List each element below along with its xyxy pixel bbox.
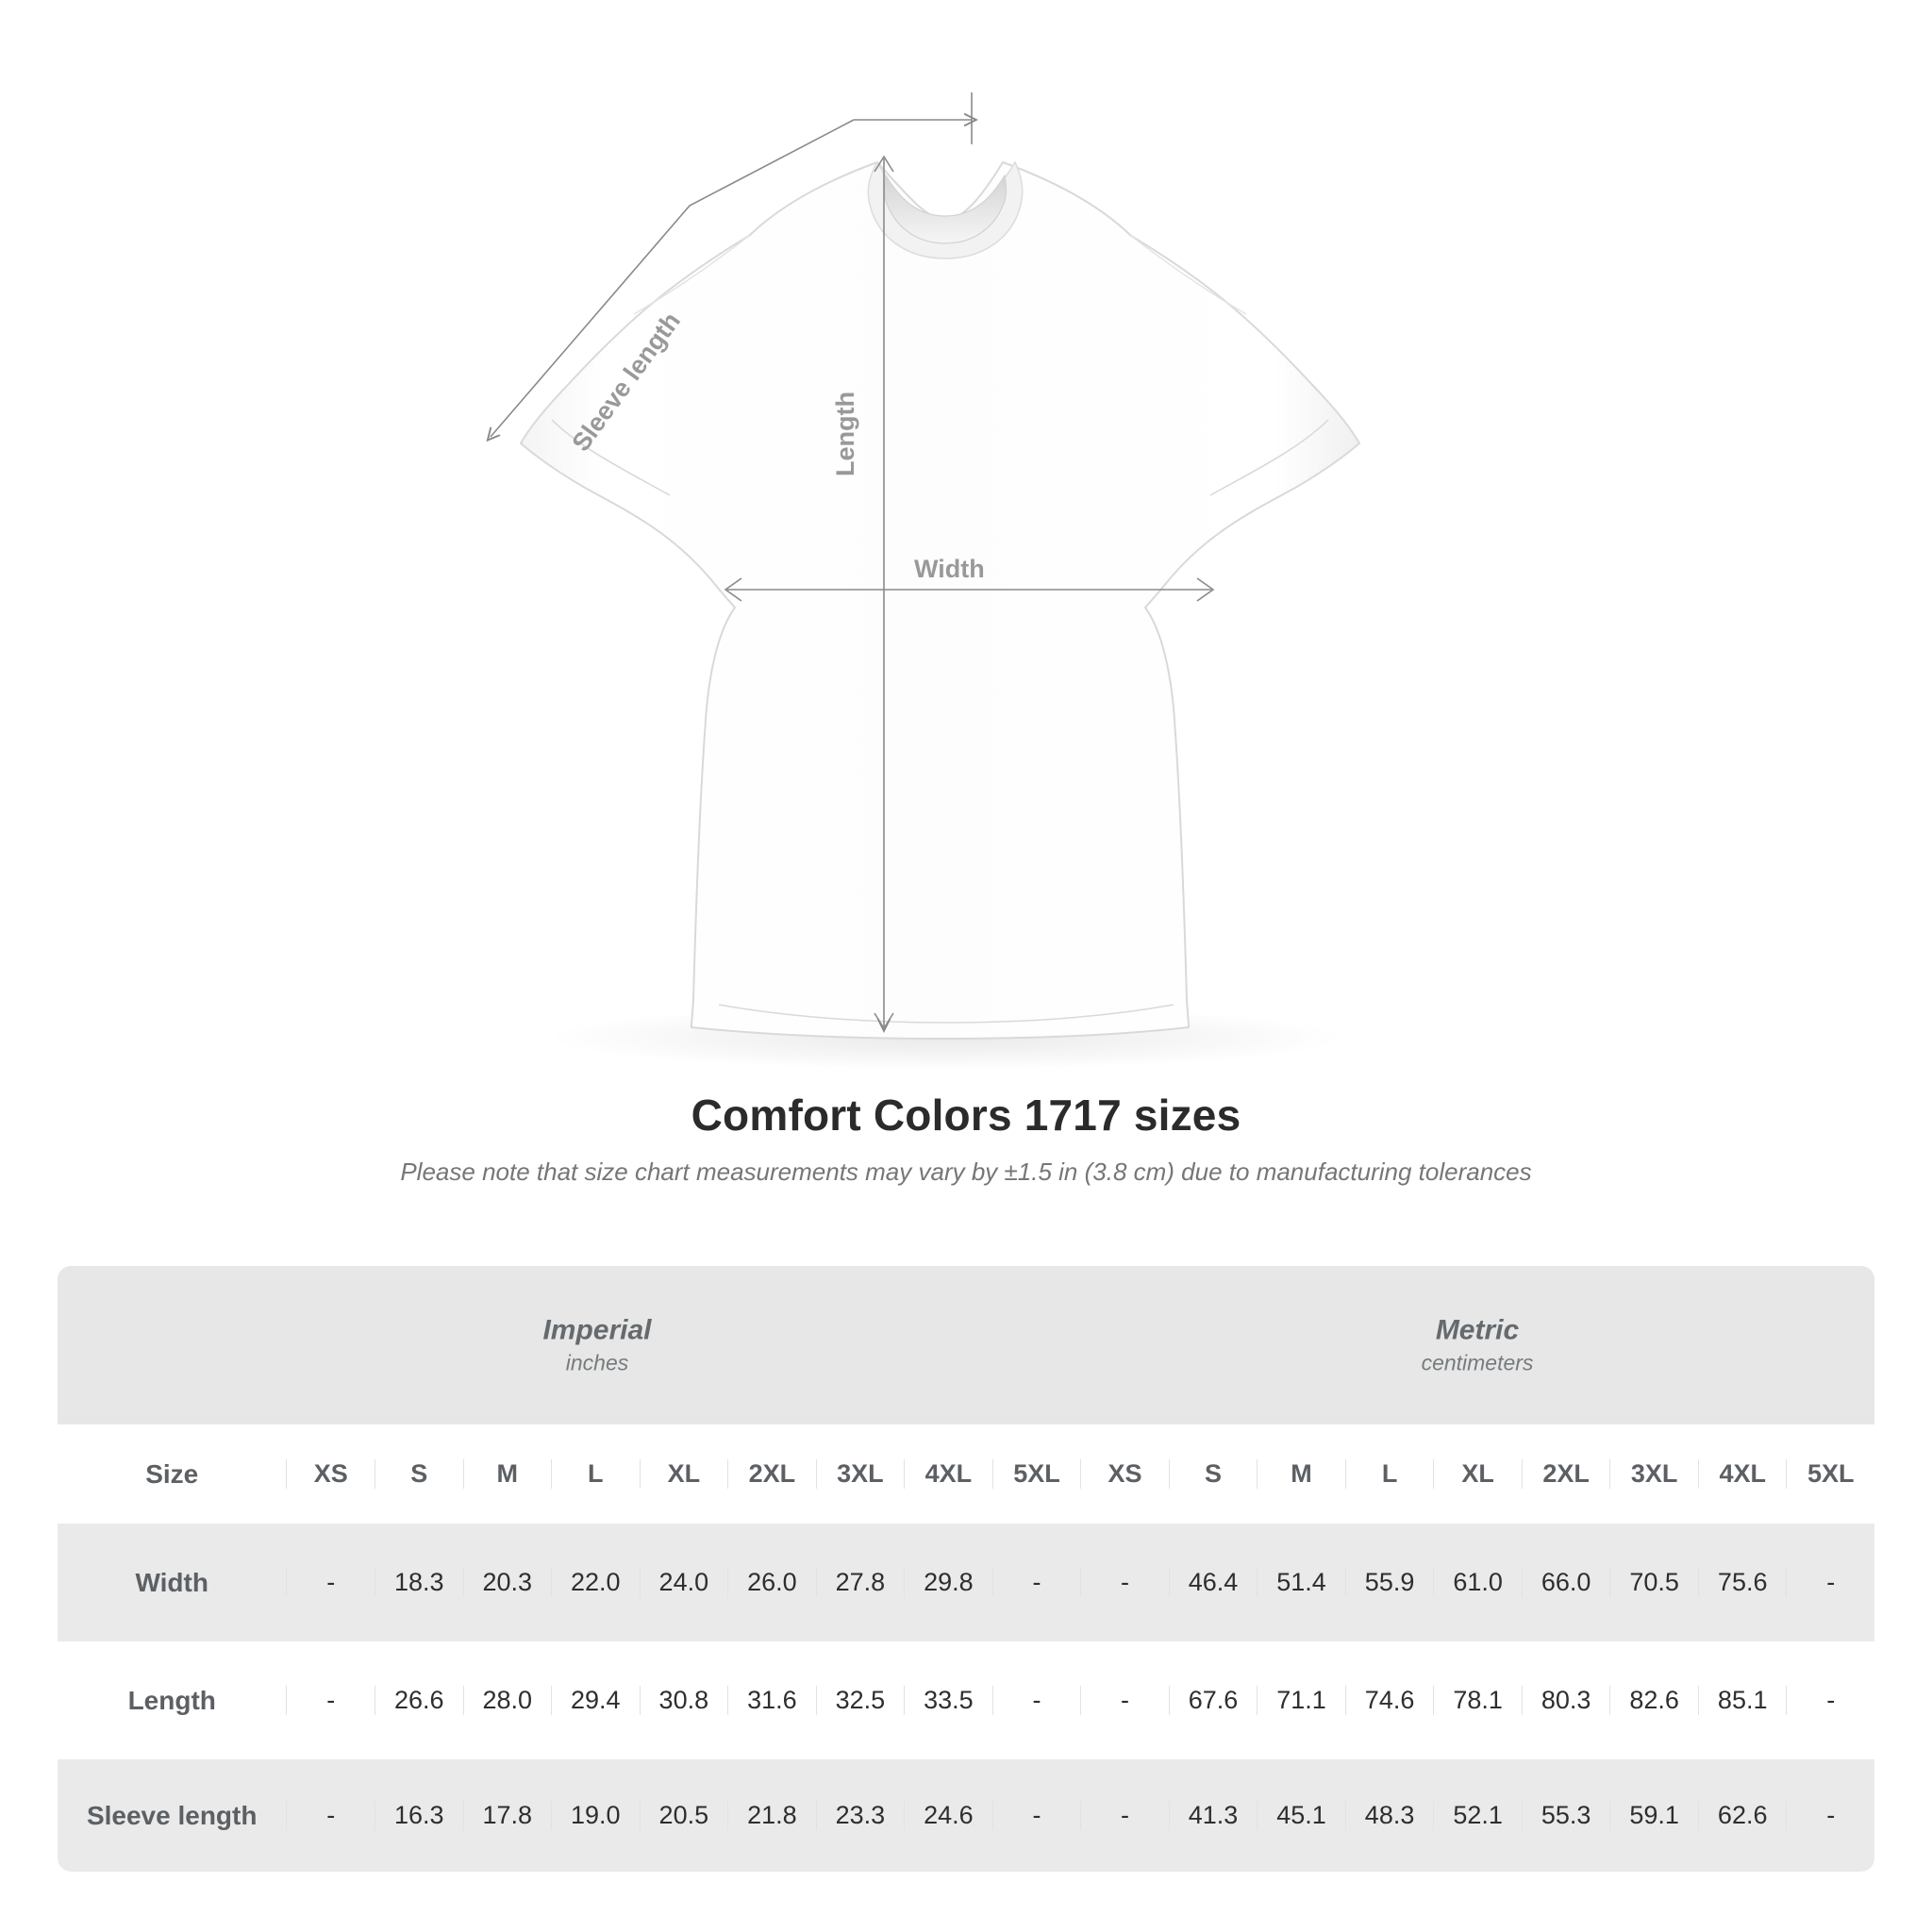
svg-text:Width: Width bbox=[914, 555, 985, 583]
svg-text:Sleeve length: Sleeve length bbox=[566, 307, 686, 456]
svg-text:Length: Length bbox=[831, 391, 859, 476]
